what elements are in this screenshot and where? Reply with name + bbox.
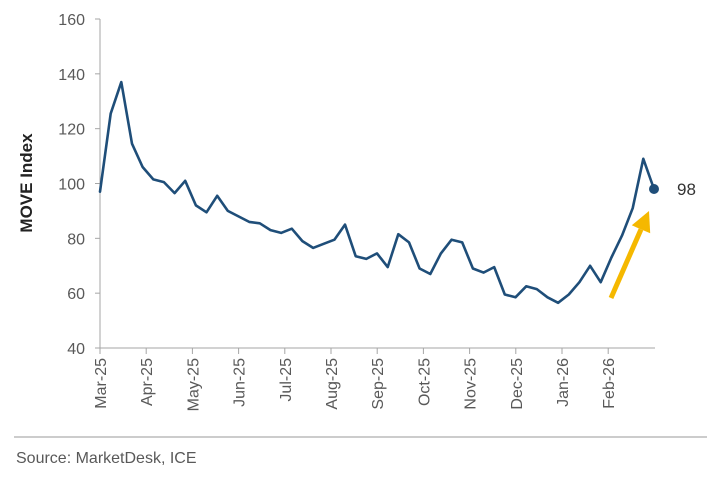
y-tick-label: 140 bbox=[58, 67, 85, 84]
x-tick-label: Jul-25 bbox=[278, 358, 295, 402]
x-tick-label: Oct-25 bbox=[416, 358, 433, 406]
x-tick-label: Jun-25 bbox=[232, 358, 249, 407]
move-index-line bbox=[98, 80, 656, 305]
x-axis: Mar-25 Apr-25 May-25 Jun-25 Jul-25 Aug-25 Sep-… bbox=[93, 347, 655, 411]
y-tick-label: 160 bbox=[58, 12, 85, 29]
y-axis-title: MOVE Index bbox=[17, 133, 36, 233]
x-tick-label: Apr-25 bbox=[139, 358, 156, 406]
series: 98 bbox=[98, 80, 696, 305]
end-value-label: 98 bbox=[677, 180, 696, 199]
source-label: Source: MarketDesk, ICE bbox=[16, 450, 197, 467]
x-tick-label: Dec-25 bbox=[509, 358, 526, 410]
x-tick-label: Sep-25 bbox=[370, 358, 387, 410]
y-tick-label: 40 bbox=[67, 341, 85, 358]
y-tick-label: 120 bbox=[58, 122, 85, 139]
end-point-marker bbox=[649, 183, 659, 194]
x-tick-label: Aug-25 bbox=[324, 358, 341, 410]
x-tick-label: Jan-26 bbox=[555, 358, 572, 407]
annotations bbox=[608, 211, 651, 300]
x-tick-label: May-25 bbox=[185, 358, 202, 411]
x-tick-label: Feb-26 bbox=[601, 358, 618, 409]
y-tick-label: 80 bbox=[67, 231, 85, 248]
y-tick-label: 60 bbox=[67, 286, 85, 303]
x-tick-label: Mar-25 bbox=[93, 358, 110, 409]
y-axis: 40 60 80 100 120 140 160 bbox=[58, 12, 101, 358]
trend-arrow-shaft bbox=[608, 228, 644, 300]
trend-arrow-head bbox=[631, 211, 651, 234]
y-tick-label: 100 bbox=[58, 177, 85, 194]
x-tick-label: Nov-25 bbox=[463, 358, 480, 410]
